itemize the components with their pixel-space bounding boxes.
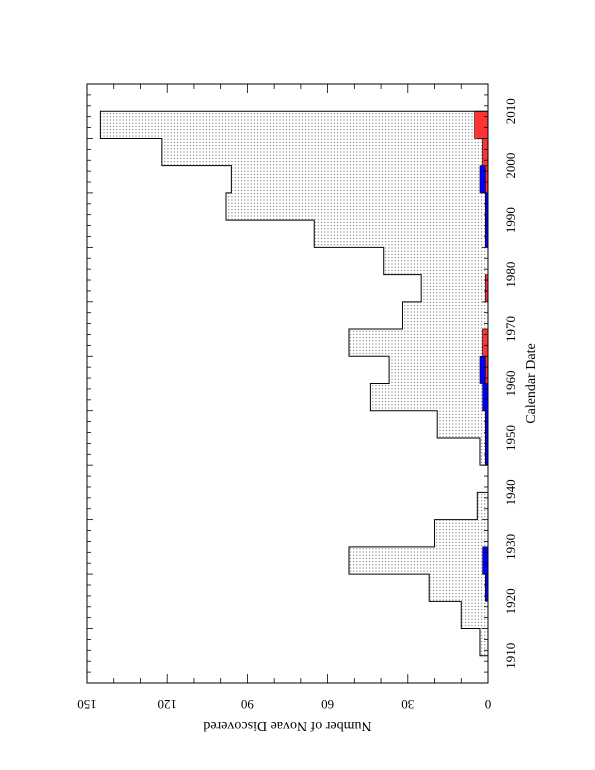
x-tick-label: 2010	[503, 98, 518, 124]
x-tick-label: 1910	[503, 643, 518, 669]
plot-frame	[86, 83, 489, 684]
x-tick-label: 2000	[503, 153, 518, 179]
x-axis-label: Calendar Date	[524, 343, 539, 423]
histogram-bar	[226, 192, 488, 221]
histogram-bar	[402, 301, 488, 330]
y-tick-label: 150	[77, 697, 97, 712]
y-tick-label: 0	[485, 697, 492, 712]
y-tick-label: 30	[401, 697, 414, 712]
x-tick-label: 1960	[503, 371, 518, 397]
red-bar	[482, 138, 489, 166]
blue-bar	[482, 383, 489, 412]
red-bar	[482, 328, 489, 357]
x-tick-label: 1950	[503, 425, 518, 451]
y-tick-label: 90	[241, 697, 254, 712]
histogram-bar	[161, 138, 488, 166]
histogram-bar	[461, 601, 488, 629]
histogram-bar	[100, 111, 488, 139]
blue-bar	[482, 546, 489, 575]
histogram-bar	[389, 356, 488, 384]
histogram-bar	[434, 519, 488, 547]
histogram-bar	[477, 492, 488, 520]
histogram-bar	[314, 220, 488, 248]
histogram-bar	[348, 329, 488, 357]
y-axis-label: Number of Novae Discovered	[203, 718, 371, 733]
histogram-bar	[479, 628, 488, 656]
histogram-bar	[383, 247, 488, 275]
histogram-bar	[421, 274, 488, 302]
x-tick-label: 1990	[503, 207, 518, 233]
histogram-bar	[437, 410, 488, 438]
x-tick-label: 1970	[503, 316, 518, 342]
histogram-bar	[479, 437, 488, 466]
histogram-bar	[231, 165, 489, 193]
y-tick-label: 120	[157, 697, 177, 712]
histogram-outline	[99, 84, 489, 683]
y-tick-label: 60	[321, 697, 334, 712]
x-tick-label: 1980	[503, 262, 518, 288]
x-tick-label: 1940	[503, 479, 518, 505]
x-tick-label: 1920	[503, 588, 518, 614]
bars-layer	[99, 84, 489, 683]
histogram-bar	[370, 383, 488, 411]
histogram-bar	[348, 546, 488, 575]
histogram-bar	[429, 574, 488, 602]
red-bar	[474, 110, 489, 139]
x-tick-label: 1930	[503, 534, 518, 560]
